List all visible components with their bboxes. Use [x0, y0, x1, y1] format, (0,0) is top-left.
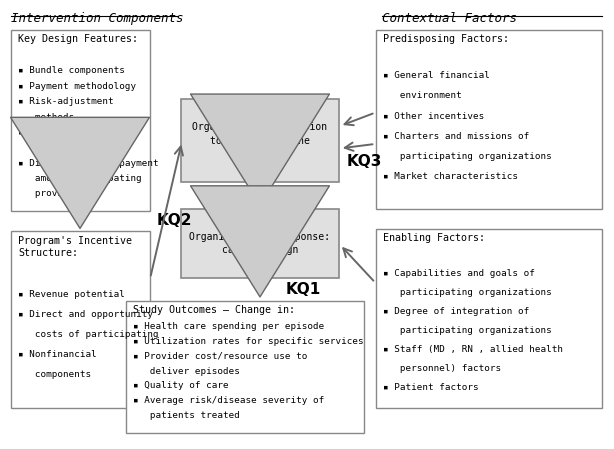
Bar	[126, 300, 363, 433]
Text: ▪ Average risk/disease severity of: ▪ Average risk/disease severity of	[133, 396, 324, 405]
Text: ▪ Charters and missions of: ▪ Charters and missions of	[383, 132, 529, 141]
Text: ▪ Utilization rates for specific services: ▪ Utilization rates for specific service…	[133, 337, 363, 346]
Bar	[11, 231, 150, 408]
Text: ▪ Bundle components: ▪ Bundle components	[18, 66, 125, 75]
Text: Enabling Factors:: Enabling Factors:	[383, 233, 485, 243]
Text: ▪ Provider cost/resource use to: ▪ Provider cost/resource use to	[133, 352, 308, 361]
Text: participating organizations: participating organizations	[383, 288, 552, 297]
Text: Intervention Components: Intervention Components	[11, 12, 184, 25]
Bar	[181, 99, 340, 182]
Text: ▪ Degree of integration of: ▪ Degree of integration of	[383, 307, 529, 316]
Text: ▪ Nonfinancial: ▪ Nonfinancial	[18, 350, 97, 359]
Bar	[376, 30, 602, 209]
Text: ▪ Risk-adjustment: ▪ Risk-adjustment	[18, 97, 114, 106]
Text: methods: methods	[18, 113, 75, 122]
Text: ▪ Market characteristics: ▪ Market characteristics	[383, 172, 518, 181]
Text: ▪ Direct and opportunity: ▪ Direct and opportunity	[18, 310, 154, 319]
Text: ▪ General financial: ▪ General financial	[383, 71, 490, 80]
Text: components: components	[18, 370, 91, 379]
Text: costs of participating: costs of participating	[18, 330, 159, 339]
Text: ▪ Payment methodology: ▪ Payment methodology	[18, 82, 136, 91]
Bar	[376, 229, 602, 408]
Text: ▪ Health care spending per episode: ▪ Health care spending per episode	[133, 322, 324, 331]
Text: participating organizations: participating organizations	[383, 326, 552, 335]
Text: participating organizations: participating organizations	[383, 152, 552, 161]
Text: Organizations' decision
to respond to the
incentive: Organizations' decision to respond to th…	[192, 123, 327, 159]
Text: KQ1: KQ1	[286, 282, 321, 297]
Text: Organizations' response:
care redesign: Organizations' response: care redesign	[190, 232, 330, 255]
Text: Program's Incentive
Structure:: Program's Incentive Structure:	[18, 236, 133, 258]
Text: ▪ Capabilities and goals of: ▪ Capabilities and goals of	[383, 269, 535, 278]
Text: KQ3: KQ3	[347, 154, 382, 169]
Text: personnel) factors: personnel) factors	[383, 364, 502, 373]
Text: environment: environment	[383, 92, 462, 101]
Text: Study Outcomes – Change in:: Study Outcomes – Change in:	[133, 305, 295, 315]
Text: patients treated: patients treated	[133, 411, 240, 420]
Bar	[11, 30, 150, 211]
Text: ▪ Staff (MD , RN , allied health: ▪ Staff (MD , RN , allied health	[383, 345, 563, 354]
Text: ▪ Use of quality: ▪ Use of quality	[18, 128, 109, 137]
Bar	[181, 209, 340, 278]
Text: ▪ Distribution of payment: ▪ Distribution of payment	[18, 158, 159, 167]
Text: ▪ Patient factors: ▪ Patient factors	[383, 383, 479, 392]
Text: ▪ Quality of care: ▪ Quality of care	[133, 382, 228, 391]
Text: ▪ Other incentives: ▪ Other incentives	[383, 111, 484, 120]
Text: Predisposing Factors:: Predisposing Factors:	[383, 34, 509, 44]
Text: deliver episodes: deliver episodes	[133, 366, 240, 376]
Text: measurement: measurement	[18, 143, 97, 152]
Text: Key Design Features:: Key Design Features:	[18, 34, 138, 44]
Text: Contextual Factors: Contextual Factors	[382, 12, 517, 25]
Text: ▪ Revenue potential: ▪ Revenue potential	[18, 290, 125, 299]
Text: among participating: among participating	[18, 174, 142, 183]
Text: providers: providers	[18, 189, 86, 198]
Text: KQ2: KQ2	[157, 212, 192, 228]
